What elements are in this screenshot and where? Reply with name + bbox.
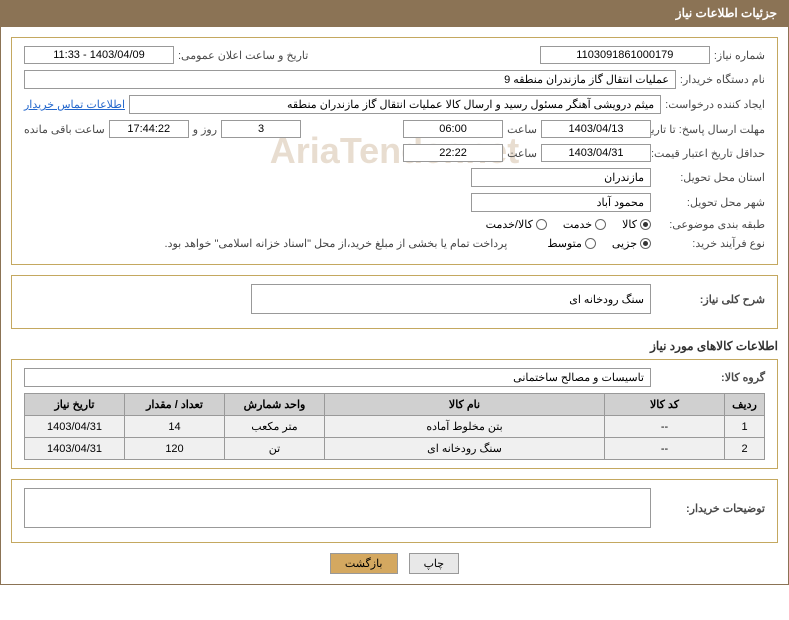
details-panel: AriaTender.net شماره نیاز: 1103091861000… xyxy=(11,37,778,265)
cell-date: 1403/04/31 xyxy=(25,416,125,438)
field-goods-group: تاسیسات و مصالح ساختمانی xyxy=(24,368,651,387)
label-province: استان محل تحویل: xyxy=(655,171,765,184)
field-deadline-time: 06:00 xyxy=(403,120,503,138)
label-announce-dt: تاریخ و ساعت اعلان عمومی: xyxy=(178,49,308,62)
radio-goods-label: کالا xyxy=(622,218,637,231)
field-days-remaining: 3 xyxy=(221,120,301,138)
row-province: استان محل تحویل: مازندران xyxy=(24,168,765,187)
label-need-no: شماره نیاز: xyxy=(714,49,765,62)
field-time-remaining: 17:44:22 xyxy=(109,120,189,138)
row-need-desc: شرح کلی نیاز: سنگ رودخانه ای xyxy=(24,284,765,314)
button-row: چاپ بازگشت xyxy=(11,553,778,574)
label-need-desc: شرح کلی نیاز: xyxy=(655,293,765,306)
th-row: ردیف xyxy=(725,394,765,416)
main-container: AriaTender.net شماره نیاز: 1103091861000… xyxy=(0,26,789,585)
cell-name: بتن مخلوط آماده xyxy=(325,416,605,438)
cell-date: 1403/04/31 xyxy=(25,438,125,460)
th-code: کد کالا xyxy=(605,394,725,416)
field-buyer-org: عملیات انتقال گاز مازندران منطقه 9 xyxy=(24,70,676,89)
payment-note: پرداخت تمام یا بخشی از مبلغ خرید،از محل … xyxy=(165,237,508,250)
radio-service[interactable]: خدمت xyxy=(563,218,606,231)
label-category: طبقه بندی موضوعی: xyxy=(655,218,765,231)
cell-name: سنگ رودخانه ای xyxy=(325,438,605,460)
table-row: 1 -- بتن مخلوط آماده متر مکعب 14 1403/04… xyxy=(25,416,765,438)
row-creator: ایجاد کننده درخواست: میثم درویشی آهنگر م… xyxy=(24,95,765,114)
radio-both-label: کالا/خدمت xyxy=(486,218,533,231)
field-announce-dt: 1403/04/09 - 11:33 xyxy=(24,46,174,64)
cell-idx: 2 xyxy=(725,438,765,460)
field-creator: میثم درویشی آهنگر مسئول رسید و ارسال کال… xyxy=(129,95,661,114)
row-need-no: شماره نیاز: 1103091861000179 تاریخ و ساع… xyxy=(24,46,765,64)
cell-unit: تن xyxy=(225,438,325,460)
label-purchase-type: نوع فرآیند خرید: xyxy=(655,237,765,250)
field-need-no: 1103091861000179 xyxy=(540,46,710,64)
label-buyer-org: نام دستگاه خریدار: xyxy=(680,73,765,86)
field-buyer-notes xyxy=(24,488,651,528)
field-need-desc: سنگ رودخانه ای xyxy=(251,284,651,314)
back-button[interactable]: بازگشت xyxy=(330,553,398,574)
label-validity: حداقل تاریخ اعتبار قیمت: تا تاریخ: xyxy=(655,147,765,160)
radio-both[interactable]: کالا/خدمت xyxy=(486,218,547,231)
cell-code: -- xyxy=(605,438,725,460)
cell-idx: 1 xyxy=(725,416,765,438)
goods-panel: گروه کالا: تاسیسات و مصالح ساختمانی ردیف… xyxy=(11,359,778,469)
table-row: 2 -- سنگ رودخانه ای تن 120 1403/04/31 xyxy=(25,438,765,460)
th-date: تاریخ نیاز xyxy=(25,394,125,416)
radio-service-label: خدمت xyxy=(563,218,592,231)
row-city: شهر محل تحویل: محمود آباد xyxy=(24,193,765,212)
label-goods-group: گروه کالا: xyxy=(655,371,765,384)
row-purchase-type: نوع فرآیند خرید: جزیی متوسط پرداخت تمام … xyxy=(24,237,765,250)
radio-goods[interactable]: کالا xyxy=(622,218,651,231)
radio-small-label: جزیی xyxy=(612,237,637,250)
print-button[interactable]: چاپ xyxy=(409,553,460,574)
row-deadline: مهلت ارسال پاسخ: تا تاریخ: 1403/04/13 سا… xyxy=(24,120,765,138)
cell-qty: 120 xyxy=(125,438,225,460)
row-buyer-org: نام دستگاه خریدار: عملیات انتقال گاز ماز… xyxy=(24,70,765,89)
th-unit: واحد شمارش xyxy=(225,394,325,416)
radio-small[interactable]: جزیی xyxy=(612,237,651,250)
notes-panel: توضیحات خریدار: xyxy=(11,479,778,543)
goods-table: ردیف کد کالا نام کالا واحد شمارش تعداد /… xyxy=(24,393,765,460)
field-validity-time: 22:22 xyxy=(403,144,503,162)
goods-info-title: اطلاعات کالاهای مورد نیاز xyxy=(11,339,778,353)
field-city: محمود آباد xyxy=(471,193,651,212)
field-deadline-date: 1403/04/13 xyxy=(541,120,651,138)
th-name: نام کالا xyxy=(325,394,605,416)
row-goods-group: گروه کالا: تاسیسات و مصالح ساختمانی xyxy=(24,368,765,387)
field-validity-date: 1403/04/31 xyxy=(541,144,651,162)
th-qty: تعداد / مقدار xyxy=(125,394,225,416)
cell-qty: 14 xyxy=(125,416,225,438)
row-buyer-notes: توضیحات خریدار: xyxy=(24,488,765,528)
radio-medium[interactable]: متوسط xyxy=(547,237,596,250)
row-category: طبقه بندی موضوعی: کالا خدمت کالا/خدمت xyxy=(24,218,765,231)
label-deadline: مهلت ارسال پاسخ: تا تاریخ: xyxy=(655,123,765,136)
page-header: جزئیات اطلاعات نیاز xyxy=(0,0,789,26)
row-validity: حداقل تاریخ اعتبار قیمت: تا تاریخ: 1403/… xyxy=(24,144,765,162)
label-city: شهر محل تحویل: xyxy=(655,196,765,209)
label-buyer-notes: توضیحات خریدار: xyxy=(655,502,765,515)
cell-unit: متر مکعب xyxy=(225,416,325,438)
label-time-2: ساعت xyxy=(507,147,537,160)
radio-medium-label: متوسط xyxy=(547,237,582,250)
cell-code: -- xyxy=(605,416,725,438)
label-creator: ایجاد کننده درخواست: xyxy=(665,98,765,111)
label-days-and: روز و xyxy=(193,123,217,136)
field-province: مازندران xyxy=(471,168,651,187)
label-time-1: ساعت xyxy=(507,123,537,136)
label-remaining: ساعت باقی مانده xyxy=(24,123,105,136)
desc-panel: شرح کلی نیاز: سنگ رودخانه ای xyxy=(11,275,778,329)
table-header-row: ردیف کد کالا نام کالا واحد شمارش تعداد /… xyxy=(25,394,765,416)
link-contact[interactable]: اطلاعات تماس خریدار xyxy=(24,98,125,111)
